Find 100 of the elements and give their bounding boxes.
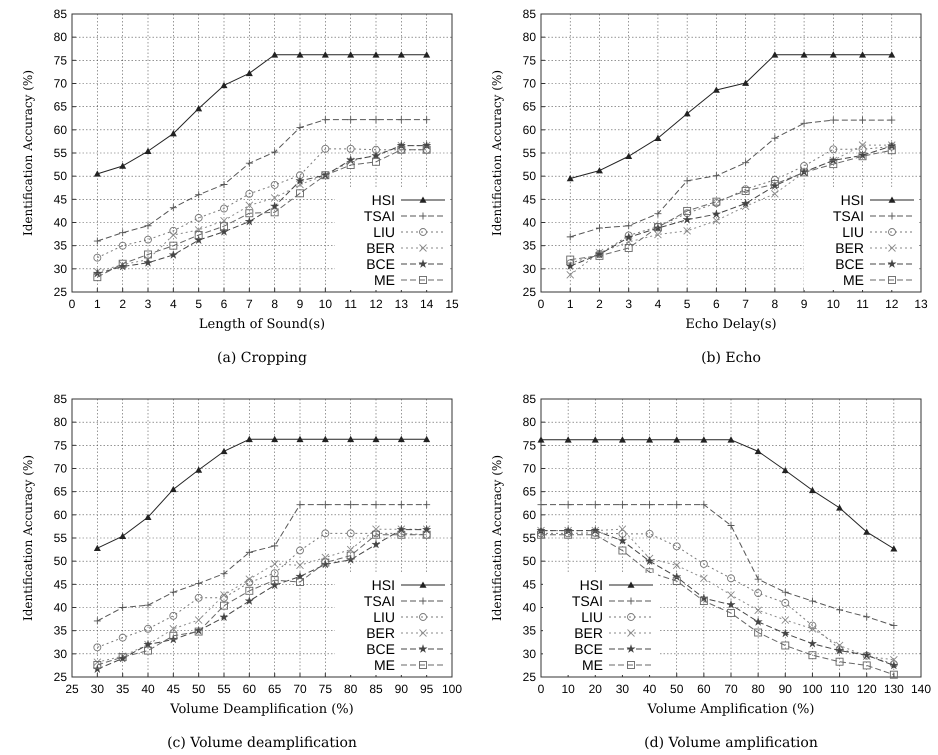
- x-tick-label: 30: [616, 682, 630, 696]
- text: (c) Volume deamplification: [167, 735, 357, 751]
- x-tick-label: 140: [910, 682, 932, 696]
- x-tick-label: 65: [268, 682, 282, 696]
- x-tick-label: 20: [588, 682, 602, 696]
- x-tick-label: 60: [697, 682, 711, 696]
- y-tick-label: 75: [54, 53, 68, 68]
- x-tick-label: 35: [116, 682, 130, 696]
- x-tick-label: 9: [296, 297, 304, 311]
- legend-label: TSAI: [364, 593, 395, 609]
- y-tick-label: 85: [522, 392, 536, 406]
- y-tick-label: 65: [54, 100, 68, 114]
- legend-label: HSI: [372, 577, 395, 593]
- x-tick-label: 85: [369, 682, 383, 696]
- x-tick-label: 130: [884, 682, 904, 696]
- x-tick-label: 50: [192, 682, 206, 696]
- x-tick-label: 6: [220, 297, 228, 311]
- legend-label: TSAI: [832, 208, 864, 224]
- text: (d) Volume amplification: [644, 735, 818, 751]
- y-tick-label: 80: [54, 30, 68, 44]
- x-axis-title: Volume Deamplification (%): [169, 702, 354, 717]
- legend-label: HSI: [840, 192, 864, 208]
- x-tick-label: 6: [713, 297, 720, 311]
- y-tick-label: 25: [522, 285, 536, 299]
- y-tick-label: 35: [54, 624, 68, 638]
- y-tick-label: 45: [522, 192, 536, 206]
- y-tick-label: 60: [522, 508, 536, 522]
- y-tick-label: 40: [54, 216, 68, 230]
- y-tick-label: 60: [522, 122, 536, 137]
- x-tick-label: 40: [642, 682, 657, 696]
- y-tick-label: 55: [54, 531, 68, 545]
- y-tick-label: 70: [54, 462, 68, 476]
- y-tick-label: 85: [54, 392, 68, 406]
- x-tick-label: 9: [800, 297, 808, 311]
- y-tick-label: 75: [54, 438, 68, 452]
- legend-label: BER: [574, 625, 603, 641]
- x-axis-title: Volume Amplification (%): [646, 702, 814, 717]
- y-tick-label: 30: [522, 646, 536, 661]
- legend-label: TSAI: [572, 593, 603, 609]
- legend-label: LIU: [581, 609, 603, 625]
- y-tick-label: 55: [54, 146, 68, 160]
- x-tick-label: 80: [344, 682, 358, 696]
- y-tick-label: 30: [54, 646, 68, 661]
- y-tick-label: 25: [522, 670, 536, 684]
- y-tick-label: 60: [54, 122, 68, 137]
- y-tick-label: 85: [522, 7, 536, 21]
- x-tick-label: 75: [318, 682, 332, 696]
- x-tick-label: 7: [742, 297, 750, 311]
- x-tick-label: 4: [654, 297, 662, 311]
- x-tick-label: 4: [170, 297, 177, 311]
- x-tick-label: 55: [217, 682, 231, 696]
- y-tick-label: 55: [522, 146, 536, 160]
- legend-label: ME: [374, 272, 395, 288]
- legend-label: HSI: [372, 192, 395, 208]
- y-tick-label: 65: [522, 484, 536, 499]
- x-tick-label: 2: [596, 297, 604, 311]
- legend-label: LIU: [842, 224, 864, 240]
- y-axis-title: Identification Accuracy (%): [21, 70, 35, 236]
- x-tick-label: 12: [885, 297, 899, 311]
- x-tick-label: 2: [119, 297, 126, 311]
- y-tick-label: 35: [54, 238, 68, 253]
- x-tick-label: 45: [166, 682, 180, 696]
- x-tick-label: 100: [442, 682, 462, 696]
- y-tick-label: 25: [54, 670, 68, 684]
- legend-label: BCE: [366, 256, 395, 272]
- x-tick-label: 0: [538, 297, 545, 311]
- x-tick-label: 11: [344, 297, 358, 311]
- x-tick-label: 0: [538, 682, 545, 696]
- x-tick-label: 8: [271, 297, 278, 311]
- y-tick-label: 70: [522, 462, 536, 476]
- y-tick-label: 45: [522, 577, 536, 592]
- y-tick-label: 80: [522, 30, 536, 44]
- legend-label: TSAI: [364, 208, 395, 224]
- y-axis-title: Identification Accuracy (%): [21, 454, 35, 622]
- y-tick-label: 45: [54, 577, 68, 592]
- y-tick-label: 70: [522, 76, 536, 90]
- legend-label: LIU: [373, 224, 395, 240]
- y-tick-label: 30: [54, 262, 68, 276]
- legend-label: HSI: [580, 577, 603, 593]
- x-tick-label: 90: [778, 682, 792, 696]
- x-tick-label: 70: [293, 682, 307, 696]
- x-tick-label: 10: [318, 297, 332, 311]
- x-tick-label: 5: [684, 297, 691, 311]
- x-tick-label: 120: [856, 682, 878, 696]
- x-tick-label: 3: [625, 297, 632, 311]
- x-tick-label: 60: [242, 682, 256, 696]
- y-tick-label: 40: [522, 216, 536, 230]
- y-tick-label: 80: [54, 415, 68, 430]
- y-tick-label: 30: [522, 262, 536, 276]
- x-tick-label: 25: [65, 682, 79, 696]
- y-tick-label: 50: [522, 554, 536, 568]
- y-tick-label: 35: [522, 624, 536, 638]
- legend-label: BER: [835, 240, 864, 256]
- y-axis-title: Identification Accuracy (%): [490, 454, 504, 622]
- x-tick-label: 70: [724, 682, 738, 696]
- x-tick-label: 11: [856, 297, 870, 311]
- y-axis-title: Identification Accuracy (%): [490, 70, 504, 236]
- x-tick-label: 30: [90, 682, 104, 696]
- y-tick-label: 80: [522, 415, 536, 430]
- x-tick-label: 90: [394, 682, 408, 696]
